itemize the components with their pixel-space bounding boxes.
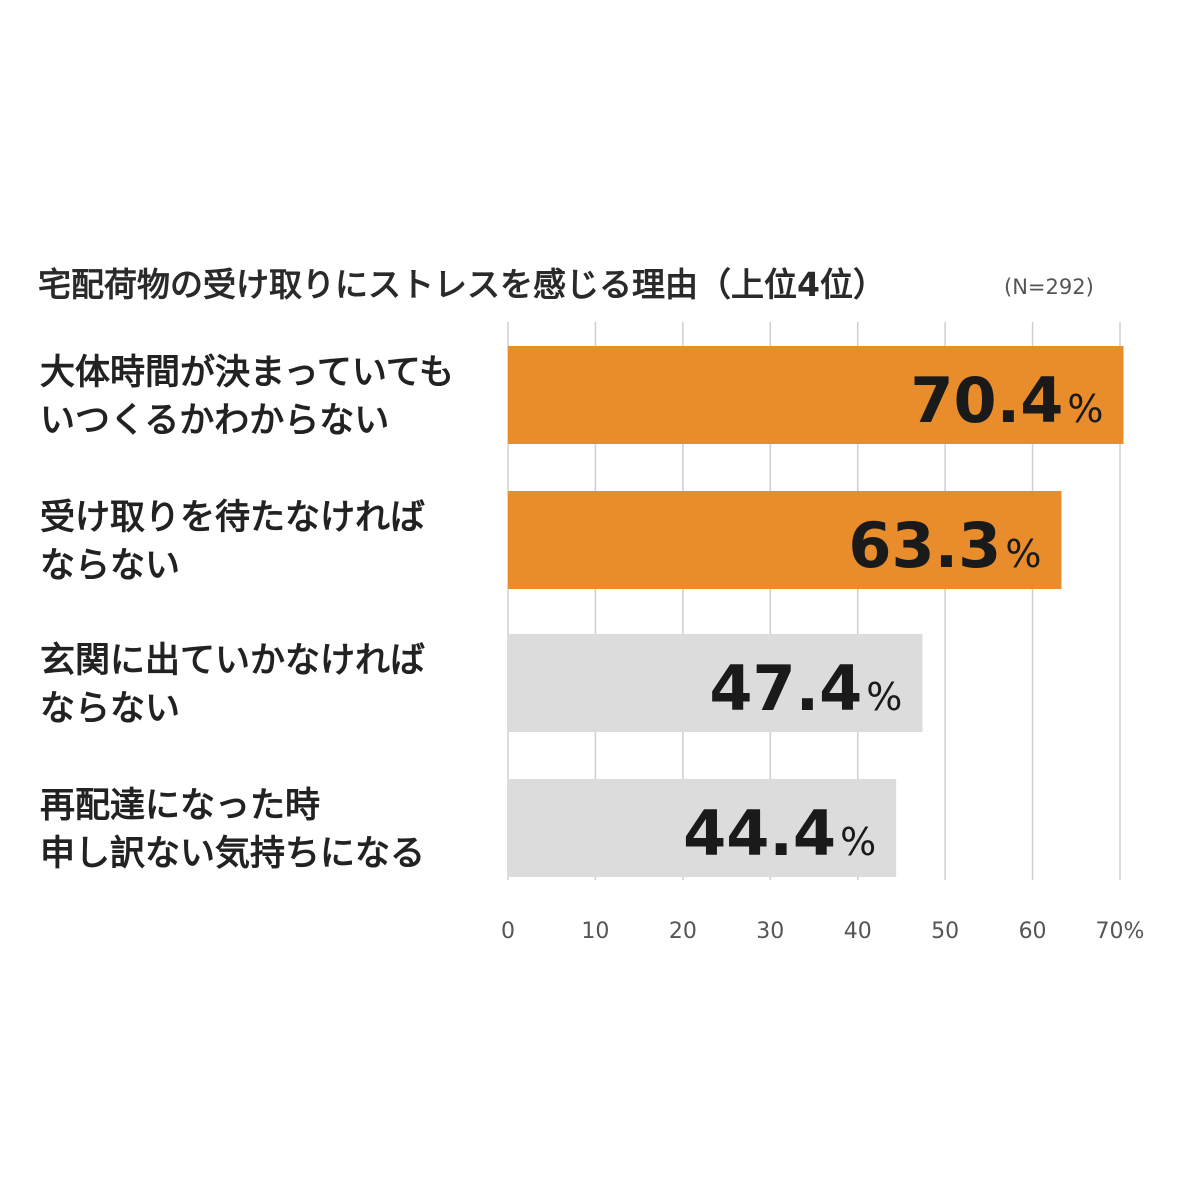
data-label: 63.3%	[848, 509, 1041, 582]
chart-title: 宅配荷物の受け取りにストレスを感じる理由（上位4位）	[38, 265, 886, 304]
x-tick-label: 70%	[1096, 919, 1145, 944]
category-label: いつくるかわからない	[40, 401, 389, 441]
bars	[508, 346, 1124, 877]
category-label: 大体時間が決まっていても	[40, 353, 454, 393]
category-label: 受け取りを待たなければ	[40, 498, 425, 538]
category-label: 再配達になった時	[40, 786, 320, 826]
x-tick-label: 40	[844, 919, 872, 944]
category-label: 玄関に出ていかなければ	[40, 641, 425, 681]
data-label: 44.4%	[683, 797, 876, 870]
bar	[508, 634, 923, 732]
x-axis-ticks: 0 10 20 30 40 50 60 70%	[501, 919, 1144, 944]
sample-size-note: (N=292)	[1004, 275, 1094, 299]
bar	[508, 491, 1062, 589]
data-label: 70.4%	[910, 364, 1103, 437]
bar	[508, 779, 897, 877]
category-label: ならない	[40, 689, 180, 729]
x-tick-label: 50	[931, 919, 959, 944]
category-label: ならない	[40, 546, 180, 586]
category-label: 申し訳ない気持ちになる	[40, 834, 425, 874]
x-tick-label: 60	[1019, 919, 1047, 944]
x-tick-label: 10	[581, 919, 609, 944]
data-label: 47.4%	[709, 652, 902, 725]
x-tick-label: 30	[756, 919, 784, 944]
x-tick-label: 0	[501, 919, 515, 944]
x-tick-label: 20	[669, 919, 697, 944]
bar	[508, 346, 1124, 444]
